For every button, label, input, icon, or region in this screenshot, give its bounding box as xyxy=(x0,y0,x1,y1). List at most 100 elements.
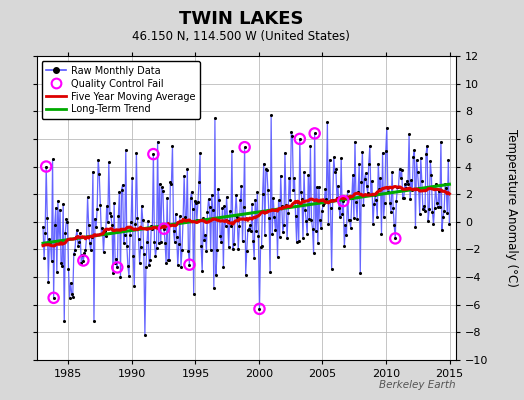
Point xyxy=(392,198,400,204)
Point xyxy=(276,234,284,240)
Point xyxy=(281,150,289,156)
Point xyxy=(272,206,281,212)
Point xyxy=(365,161,373,167)
Point xyxy=(310,130,319,136)
Point xyxy=(312,228,320,234)
Point xyxy=(221,222,230,229)
Text: TWIN LAKES: TWIN LAKES xyxy=(179,10,303,28)
Point xyxy=(129,253,137,260)
Point xyxy=(306,143,314,149)
Point xyxy=(274,254,282,260)
Point xyxy=(340,243,348,250)
Point xyxy=(131,221,139,228)
Point xyxy=(171,211,180,217)
Point xyxy=(237,182,246,189)
Point xyxy=(302,218,310,224)
Point xyxy=(142,264,150,270)
Point xyxy=(169,228,178,234)
Point xyxy=(433,204,442,210)
Point xyxy=(174,241,183,248)
Point xyxy=(294,238,303,244)
Point xyxy=(76,230,84,236)
Point xyxy=(66,294,74,301)
Point xyxy=(391,235,399,242)
Point xyxy=(144,218,152,225)
Point xyxy=(172,234,181,240)
Point xyxy=(260,232,269,238)
Point xyxy=(119,240,128,246)
Point xyxy=(379,214,388,220)
Point xyxy=(341,221,350,228)
Point xyxy=(190,290,198,297)
Point xyxy=(53,198,62,204)
Point xyxy=(44,278,52,285)
Point xyxy=(138,217,147,223)
Point xyxy=(248,201,256,207)
Point xyxy=(146,256,155,263)
Point xyxy=(403,178,411,184)
Point xyxy=(426,158,434,164)
Point xyxy=(441,180,450,187)
Point xyxy=(236,197,245,203)
Point xyxy=(93,206,101,212)
Point xyxy=(430,205,439,211)
Point xyxy=(287,129,296,135)
Point xyxy=(438,227,446,233)
Point xyxy=(336,214,344,220)
Point xyxy=(43,215,51,222)
Point xyxy=(102,233,110,239)
Point xyxy=(158,184,166,191)
Point xyxy=(106,210,114,216)
Point xyxy=(202,248,211,254)
Point xyxy=(298,196,306,202)
Point xyxy=(94,156,102,163)
Point xyxy=(115,188,124,195)
Point xyxy=(73,226,81,233)
Point xyxy=(180,173,188,179)
Point xyxy=(232,192,241,198)
Point xyxy=(351,138,359,145)
Point xyxy=(77,260,85,266)
Point xyxy=(110,200,118,206)
Point xyxy=(318,207,326,214)
Point xyxy=(410,147,419,153)
Point xyxy=(166,179,174,185)
Point xyxy=(255,306,264,312)
Point xyxy=(343,188,352,194)
Point xyxy=(241,144,249,150)
Point xyxy=(228,148,236,154)
Point xyxy=(289,187,298,193)
Point xyxy=(149,151,158,157)
Point xyxy=(187,195,195,202)
Point xyxy=(149,151,158,157)
Point xyxy=(405,131,413,138)
Point xyxy=(68,290,76,297)
Point xyxy=(156,181,164,187)
Point xyxy=(277,172,285,179)
Point xyxy=(334,183,342,189)
Point xyxy=(161,239,169,246)
Point xyxy=(63,219,72,226)
Point xyxy=(185,262,194,268)
Point xyxy=(293,199,302,206)
Point xyxy=(116,274,125,280)
Point xyxy=(189,206,197,212)
Point xyxy=(296,136,304,142)
Point xyxy=(52,268,61,275)
Point xyxy=(51,205,60,211)
Point xyxy=(423,143,431,149)
Point xyxy=(178,247,186,253)
Point xyxy=(203,209,212,215)
Point xyxy=(101,228,109,234)
Point xyxy=(150,238,159,245)
Point xyxy=(74,243,82,249)
Point xyxy=(111,260,119,266)
Point xyxy=(390,222,398,229)
Point xyxy=(414,185,423,191)
Point xyxy=(100,249,108,255)
Point xyxy=(325,157,334,163)
Point xyxy=(445,220,454,227)
Point xyxy=(304,172,312,179)
Point xyxy=(225,208,234,214)
Point xyxy=(60,318,69,324)
